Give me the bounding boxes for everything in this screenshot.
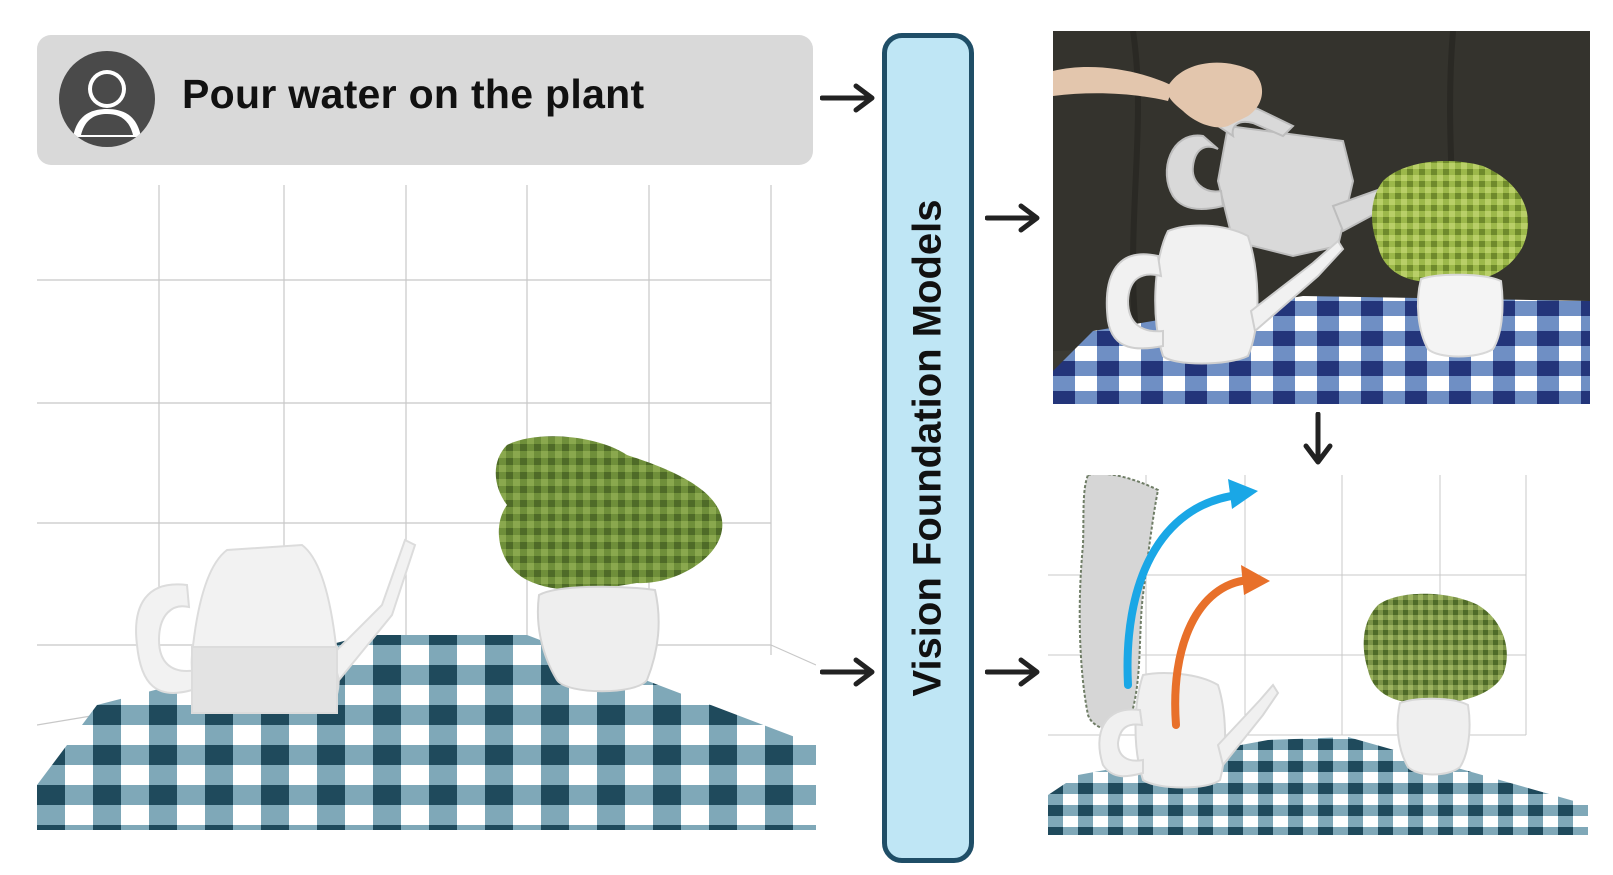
potted-plant (1363, 593, 1507, 776)
generated-future-image (1053, 31, 1590, 404)
trajectory-blue (1123, 491, 1242, 689)
potted-plant (1371, 161, 1529, 358)
trajectory-blue-arrowhead (1228, 479, 1258, 509)
vision-foundation-models-module: Vision Foundation Models (882, 33, 974, 863)
arrow-right-icon (985, 657, 1040, 687)
arrow-right-icon (820, 83, 875, 113)
module-label: Vision Foundation Models (905, 199, 950, 697)
hand (1167, 62, 1263, 128)
instruction-text: Pour water on the plant (182, 71, 645, 117)
watering-can (135, 538, 417, 714)
arrow-down-icon (1303, 412, 1333, 465)
user-avatar-icon (59, 51, 155, 147)
watering-can (1105, 224, 1345, 365)
input-point-cloud-scene (37, 185, 816, 860)
arrow-right-icon (820, 657, 875, 687)
trajectory-orange-arrowhead (1241, 565, 1270, 595)
trajectory-orange (1171, 576, 1252, 729)
output-trajectory-scene (1048, 475, 1588, 860)
potted-plant (495, 436, 723, 693)
arrow-right-icon (985, 203, 1040, 233)
instruction-prompt-box: Pour water on the plant (37, 35, 813, 165)
watering-can (1098, 672, 1280, 789)
tablecloth (1048, 737, 1588, 835)
